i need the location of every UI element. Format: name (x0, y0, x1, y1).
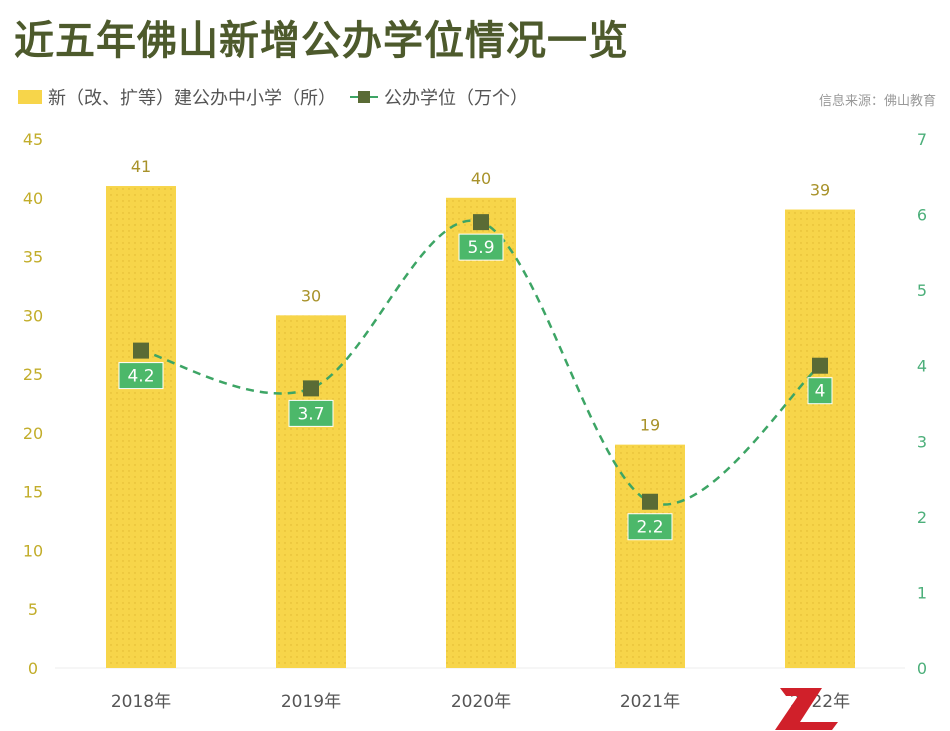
line-label-box (627, 513, 673, 541)
line-marker (642, 493, 658, 510)
line-series (140, 219, 821, 506)
bar (276, 315, 346, 668)
line-marker (303, 380, 319, 397)
line-label-box (458, 233, 504, 261)
watermark-z-icon (775, 688, 838, 730)
left-tick-label: 25 (23, 365, 43, 384)
left-tick-label: 10 (23, 541, 43, 560)
legend-bar-swatch (18, 90, 42, 104)
bar-data-label: 40 (471, 169, 491, 188)
right-tick-label: 1 (917, 583, 927, 602)
x-tick-label: 2021年 (620, 692, 680, 712)
left-tick-label: 15 (23, 483, 43, 502)
bar-data-label: 19 (640, 416, 660, 435)
line-data-label: 3.7 (297, 404, 324, 424)
x-tick-label: 2018年 (111, 692, 171, 712)
line-marker (133, 342, 149, 359)
x-tick-label: 2019年 (281, 692, 341, 712)
right-tick-label: 2 (917, 508, 927, 527)
x-tick-label: 2020年 (451, 692, 511, 712)
line-data-label: 4.2 (127, 367, 154, 387)
source-note: 信息来源：佛山教育 (818, 94, 936, 109)
bar (615, 444, 685, 668)
bar-data-label: 30 (301, 286, 321, 305)
left-tick-label: 5 (28, 600, 38, 619)
left-tick-label: 30 (23, 306, 43, 325)
right-tick-label: 3 (917, 432, 927, 451)
legend-line-swatch (350, 90, 378, 104)
bar (446, 197, 516, 668)
line-label-box (288, 399, 334, 427)
line-data-label: 2.2 (636, 518, 663, 538)
bar (106, 186, 176, 668)
right-tick-label: 4 (917, 357, 927, 376)
bar-data-label: 41 (131, 157, 151, 176)
line-data-label: 4 (815, 382, 826, 402)
line-marker (812, 357, 828, 374)
bar (785, 209, 855, 669)
line-label-box (118, 362, 164, 390)
line-data-label: 5.9 (467, 238, 494, 258)
right-tick-label: 7 (917, 130, 927, 149)
left-tick-label: 40 (23, 189, 43, 208)
left-tick-label: 20 (23, 424, 43, 443)
line-label-box (807, 377, 833, 405)
left-tick-label: 0 (28, 659, 38, 678)
right-tick-label: 5 (917, 281, 927, 300)
legend: 新（改、扩等）建公办中小学（所） 公办学位（万个） (18, 84, 528, 110)
chart-title: 近五年佛山新增公办学位情况一览 (14, 18, 629, 64)
right-tick-label: 0 (917, 659, 927, 678)
left-tick-label: 45 (23, 130, 43, 149)
legend-bar-label: 新（改、扩等）建公办中小学（所） (48, 88, 336, 109)
bar-data-label: 39 (810, 181, 830, 200)
right-tick-label: 6 (917, 206, 927, 225)
left-tick-label: 35 (23, 248, 43, 267)
legend-line-label: 公办学位（万个） (384, 88, 528, 109)
line-marker (473, 214, 489, 231)
